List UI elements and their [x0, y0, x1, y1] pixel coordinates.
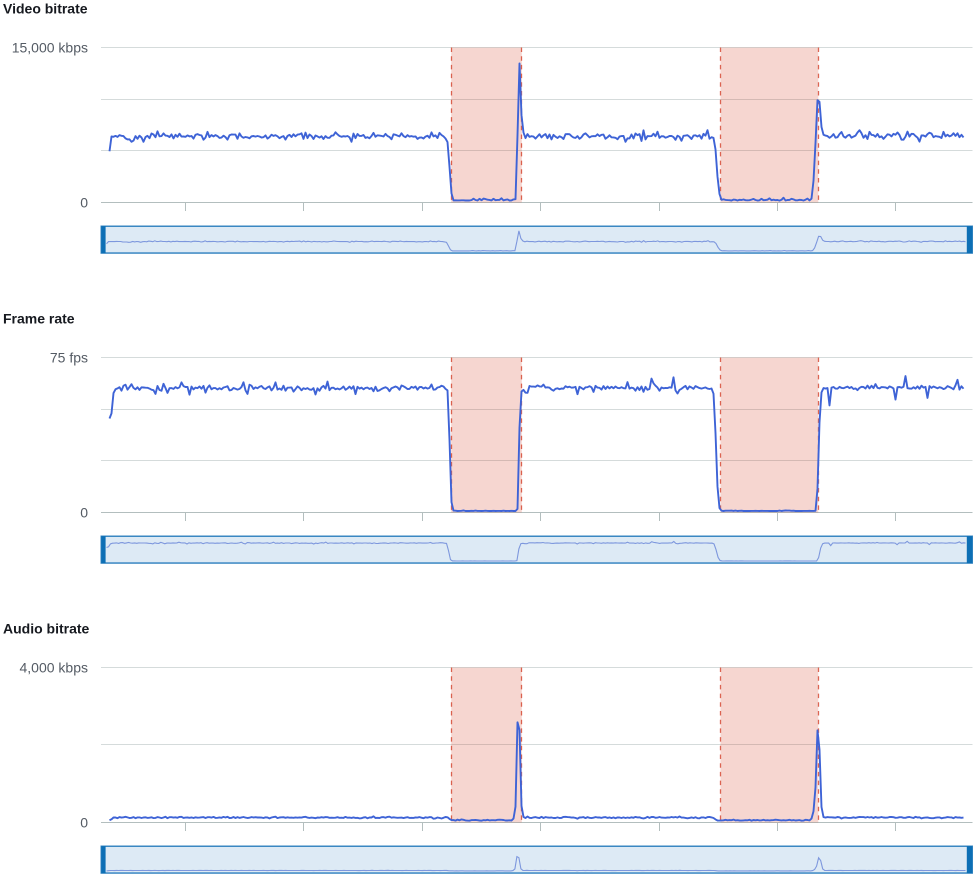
svg-text:0: 0	[80, 505, 88, 521]
svg-text:4,000 kbps: 4,000 kbps	[20, 660, 89, 676]
svg-text:0: 0	[80, 815, 88, 831]
svg-text:Audio bitrate: Audio bitrate	[3, 621, 90, 637]
svg-text:0: 0	[80, 195, 88, 211]
svg-text:Frame rate: Frame rate	[3, 311, 75, 327]
svg-text:Video bitrate: Video bitrate	[3, 1, 88, 17]
svg-text:15,000 kbps: 15,000 kbps	[12, 40, 88, 56]
svg-text:75 fps: 75 fps	[50, 350, 88, 366]
